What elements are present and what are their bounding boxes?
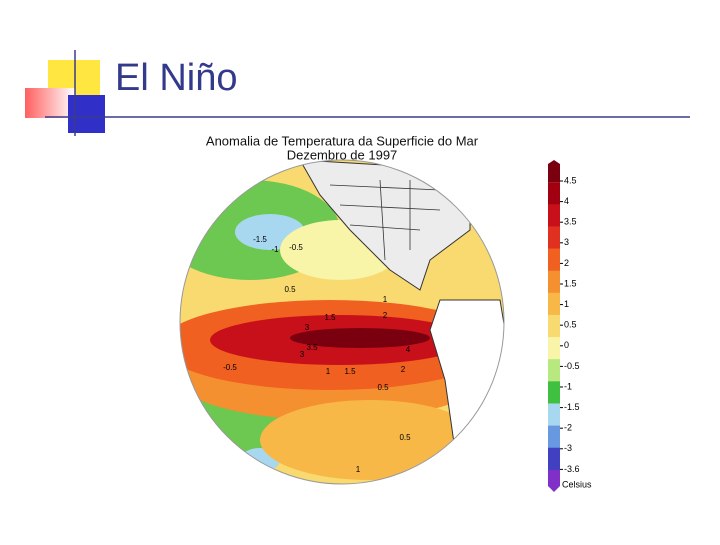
colorbar-segment — [548, 270, 560, 294]
colorbar-label: -2 — [564, 423, 572, 433]
contour-label: -0.5 — [289, 243, 303, 252]
colorbar-segment — [548, 425, 560, 449]
colorbar-segment — [548, 248, 560, 272]
contour-label: 1 — [356, 465, 361, 474]
contour-label: -1.5 — [253, 235, 267, 244]
colorbar-label: -3.6 — [564, 464, 580, 474]
contour-label: 4 — [406, 345, 411, 354]
colorbar-cap — [548, 160, 560, 183]
colorbar-cap — [548, 469, 560, 492]
contour-label: 1.5 — [324, 313, 336, 322]
contour-label: 2 — [383, 311, 388, 320]
colorbar-label: 0 — [564, 340, 569, 350]
colorbar-segment — [548, 182, 560, 205]
contour-label: 3 — [300, 350, 305, 359]
contour-label: 0.5 — [377, 383, 389, 392]
contour-label: 3 — [305, 323, 310, 332]
deco-square — [68, 95, 105, 133]
contour-label: 1 — [326, 367, 331, 376]
colorbar-segment — [548, 403, 560, 427]
globe-outline — [179, 159, 505, 485]
contour-label: 0.5 — [399, 433, 411, 442]
map-title: Dezembro de 1997 — [287, 147, 398, 162]
contour-label: 1.5 — [344, 367, 356, 376]
colorbar-label: -0.5 — [564, 361, 580, 371]
contour-label: -0.5 — [223, 363, 237, 372]
colorbar-label: -1 — [564, 381, 572, 391]
contour-label: 0.5 — [284, 285, 296, 294]
colorbar-segment — [548, 337, 560, 360]
contour-label: 2 — [401, 365, 406, 374]
colorbar-segment — [548, 204, 560, 227]
colorbar-segment — [548, 292, 560, 316]
map — [180, 160, 504, 484]
colorbar-segment — [548, 314, 560, 338]
colorbar-label: 1 — [564, 299, 569, 309]
slide-title: El Niño — [115, 57, 238, 99]
colorbar-segment — [548, 381, 560, 404]
colorbar-segment — [548, 226, 560, 250]
colorbar-label: -1.5 — [564, 402, 580, 412]
contour-label: -1 — [271, 245, 279, 254]
map-title: Anomalia de Temperatura da Superficie do… — [206, 133, 479, 148]
colorbar-label: 1.5 — [564, 278, 577, 288]
colorbar-label: 4 — [564, 196, 569, 206]
colorbar-label: -3 — [564, 443, 572, 453]
colorbar-label: 0.5 — [564, 320, 577, 330]
colorbar-label: 4.5 — [564, 175, 577, 185]
contour-label: 1 — [383, 295, 388, 304]
colorbar-segment — [548, 359, 560, 382]
colorbar-label: 2 — [564, 258, 569, 268]
colorbar-unit: Celsius — [562, 479, 592, 489]
colorbar-segment — [548, 447, 560, 471]
contour-label: 3.5 — [306, 343, 318, 352]
colorbar-label: 3.5 — [564, 217, 577, 227]
deco-square — [25, 88, 75, 118]
colorbar-label: 3 — [564, 237, 569, 247]
